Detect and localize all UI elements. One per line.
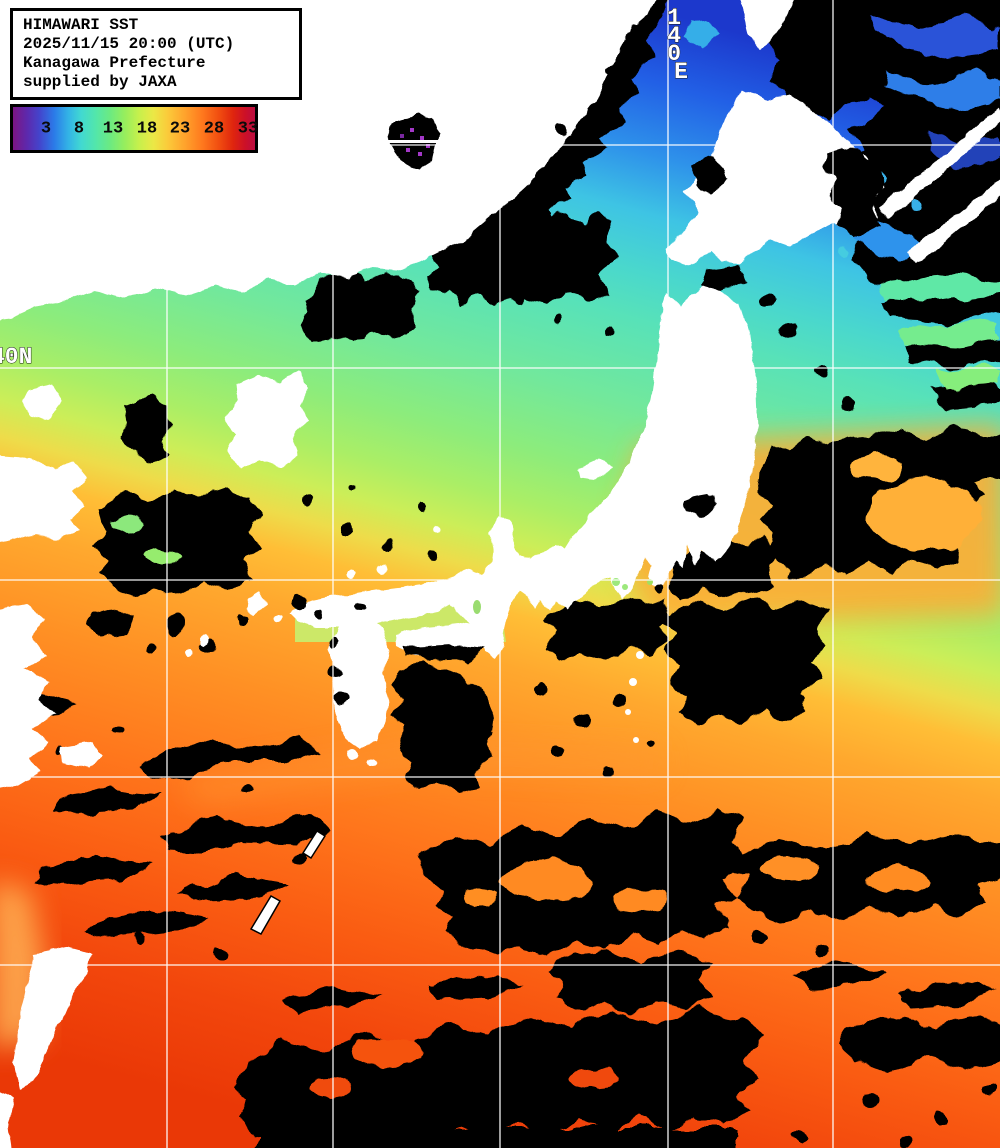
land-hokkaido [666,90,885,266]
land-taiwan [14,946,92,1090]
colorbar-tick: 28 [203,119,225,138]
land-kuril-1 [878,108,1000,220]
title-product: HIMAWARI SST [23,16,139,34]
title-datetime: 2025/11/15 20:00 (UTC) [23,35,235,53]
temperature-colorbar: 3 8 13 18 23 28 33 [10,104,258,153]
title-source: supplied by JAXA [23,73,177,91]
land-honshu [288,287,758,660]
land-korea [0,455,88,543]
land-sado [578,458,612,480]
grid-label-layer: 1 4 0 E 40N [0,5,695,371]
land-kyushu [328,617,390,750]
colorbar-tick: 33 [237,119,259,138]
fine-detail-layer [249,128,653,935]
colorbar-tick: 8 [73,119,85,138]
colorbar-tick: 18 [136,119,158,138]
longitude-label: 1 4 0 E [667,5,695,85]
land-okinawa [249,894,282,935]
land-kuril-2 [908,179,1000,264]
colorbar-tick: 13 [102,119,124,138]
title-region: Kanagawa Prefecture [23,54,206,72]
latitude-label: 40N [0,344,32,370]
coastal-cloud-layer [293,22,885,706]
colorbar-tick: 3 [40,119,52,138]
land-amami [301,829,327,860]
land-sakhalin [740,0,795,52]
title-box: HIMAWARI SST 2025/11/15 20:00 (UTC) Kana… [10,8,302,100]
colorbar-tick: 23 [169,119,191,138]
